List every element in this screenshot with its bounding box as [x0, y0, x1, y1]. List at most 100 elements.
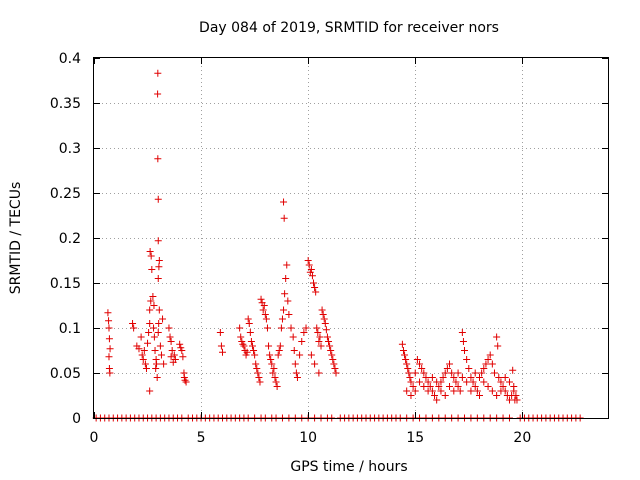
data-point	[312, 288, 320, 296]
data-point	[399, 347, 407, 354]
x-axis-label: GPS time / hours	[290, 459, 407, 475]
data-point	[439, 374, 447, 381]
data-point	[441, 392, 449, 399]
data-point	[166, 333, 174, 341]
data-point	[437, 387, 445, 395]
data-point	[482, 360, 490, 368]
data-point	[142, 365, 150, 372]
data-point	[181, 376, 189, 384]
data-point	[441, 369, 449, 377]
data-point	[154, 90, 162, 98]
data-point	[251, 351, 259, 359]
axis-ticks: 0 5 10 15 20 0 0.05 0.1 0.15 0.2 0.25 0.3 0.35 0.4	[50, 51, 608, 446]
data-point	[291, 360, 299, 368]
data-point	[268, 360, 276, 368]
data-point	[147, 252, 155, 260]
data-point	[179, 353, 187, 361]
data-point	[287, 324, 295, 332]
data-point	[463, 356, 471, 363]
data-point	[280, 214, 288, 222]
data-point	[157, 351, 165, 359]
data-point	[494, 342, 502, 350]
data-point	[478, 369, 486, 377]
data-point	[332, 369, 340, 377]
data-point	[237, 333, 245, 341]
data-point	[398, 340, 406, 348]
data-point	[245, 320, 253, 327]
data-point	[499, 383, 507, 390]
y-tick-label: 0.35	[50, 96, 81, 112]
data-point	[151, 347, 159, 354]
data-point	[252, 360, 260, 368]
y-axis-label: SRMTID / TECUs	[8, 182, 24, 295]
x-tick-label: 15	[406, 430, 424, 446]
data-point	[274, 351, 282, 359]
data-point	[138, 351, 146, 359]
data-point	[480, 378, 488, 386]
data-point	[152, 365, 160, 372]
data-point	[155, 306, 163, 314]
data-point	[293, 374, 301, 381]
data-point	[156, 342, 164, 350]
data-point	[422, 374, 430, 381]
data-point	[154, 195, 162, 203]
data-point	[154, 275, 162, 282]
data-point	[275, 347, 283, 354]
data-point	[176, 340, 184, 348]
data-point	[271, 374, 279, 381]
data-point	[411, 387, 419, 395]
data-point	[129, 320, 137, 327]
data-point	[261, 311, 269, 318]
data-point	[450, 374, 458, 381]
data-point	[473, 387, 481, 395]
data-point	[150, 302, 158, 309]
data-point	[140, 347, 148, 354]
data-point	[513, 396, 521, 404]
data-point	[257, 295, 265, 303]
data-point	[448, 369, 456, 377]
data-point	[463, 378, 471, 386]
data-point	[330, 360, 338, 368]
data-point	[495, 374, 503, 381]
data-point	[424, 387, 432, 395]
data-point	[446, 360, 454, 368]
plot-frame	[93, 57, 609, 419]
data-point	[431, 392, 439, 399]
data-point	[404, 365, 412, 372]
data-point	[325, 338, 333, 345]
data-point	[313, 324, 321, 332]
data-point	[315, 369, 323, 377]
data-point	[130, 324, 138, 332]
data-point	[509, 366, 517, 374]
data-point	[239, 340, 247, 348]
data-point	[283, 261, 291, 269]
data-point	[401, 351, 409, 359]
data-point	[155, 320, 163, 327]
data-point	[298, 338, 306, 345]
data-point	[413, 356, 421, 363]
data-point	[305, 261, 313, 269]
data-point	[308, 272, 316, 280]
data-point	[315, 338, 323, 345]
x-tick-label: 0	[90, 430, 99, 446]
data-point	[150, 324, 158, 332]
data-point	[255, 374, 263, 381]
data-point	[247, 338, 255, 345]
data-point	[105, 317, 113, 325]
data-point	[139, 356, 147, 363]
data-point	[106, 369, 114, 377]
data-point	[265, 342, 273, 350]
data-point	[141, 360, 149, 368]
y-tick-label: 0	[72, 411, 81, 427]
data-point	[476, 392, 483, 399]
data-point	[146, 248, 154, 255]
data-point	[244, 315, 252, 323]
data-point	[461, 347, 469, 354]
data-point	[296, 351, 304, 359]
data-point	[217, 342, 225, 350]
data-point	[147, 297, 155, 305]
data-point	[105, 324, 113, 332]
data-point	[319, 311, 327, 318]
data-point	[260, 302, 268, 309]
